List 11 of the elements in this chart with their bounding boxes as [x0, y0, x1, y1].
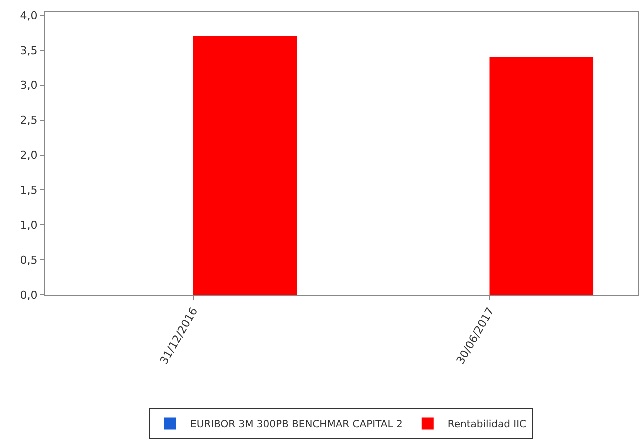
y-tick-label: 0,5: [20, 254, 38, 267]
y-tick-label: 4,0: [20, 9, 38, 22]
y-tick-label: 1,5: [20, 184, 38, 198]
legend-label: EURIBOR 3M 300PB BENCHMAR CAPITAL 2: [190, 420, 403, 431]
y-tick-label: 2,5: [20, 114, 38, 128]
y-tick-label: 0,0: [20, 288, 38, 302]
y-tick-label: 1,0: [20, 218, 38, 232]
y-tick-label: 2,0: [20, 149, 38, 162]
y-tick-label: 3,0: [20, 79, 38, 92]
y-tick-label: 3,5: [20, 44, 38, 58]
legend-label: Rentabilidad IIC: [448, 420, 527, 431]
